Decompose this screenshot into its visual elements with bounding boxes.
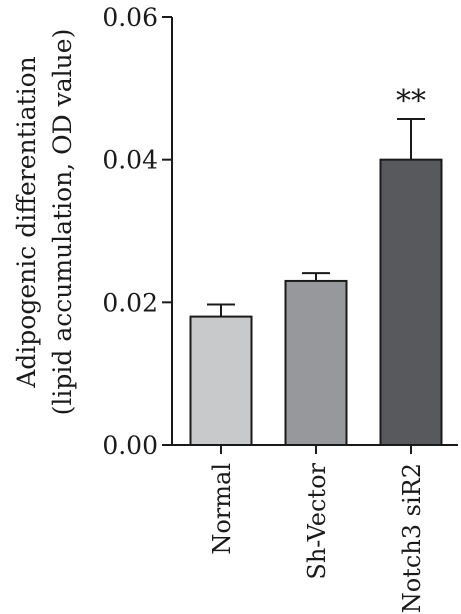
y-axis-title-line2: (lipid accumulation, OD value) bbox=[48, 29, 77, 416]
significance-label: ** bbox=[396, 84, 426, 119]
y-tick-label: 0.02 bbox=[102, 288, 158, 317]
bars bbox=[189, 158, 443, 447]
y-ticks: 0.00 0.02 0.04 0.06 bbox=[102, 3, 172, 460]
x-tick-label: Notch3 siR2 bbox=[398, 463, 426, 613]
y-tick-label: 0.04 bbox=[102, 146, 158, 175]
x-tick-label: Sh-Vector bbox=[303, 462, 331, 579]
y-axis-title: Adipogenic differentiation (lipid accumu… bbox=[12, 29, 77, 416]
y-tick-label: 0.00 bbox=[102, 431, 158, 460]
bar bbox=[379, 158, 443, 447]
bar bbox=[284, 279, 348, 446]
annotations: ** bbox=[396, 84, 426, 119]
error-bars bbox=[207, 118, 425, 317]
y-tick-label: 0.06 bbox=[102, 3, 158, 32]
x-tick-labels: Normal Sh-Vector Notch3 siR2 bbox=[208, 445, 426, 613]
bar bbox=[189, 315, 253, 446]
y-axis-title-line1: Adipogenic differentiation bbox=[12, 56, 41, 389]
x-tick-label: Normal bbox=[208, 463, 236, 555]
